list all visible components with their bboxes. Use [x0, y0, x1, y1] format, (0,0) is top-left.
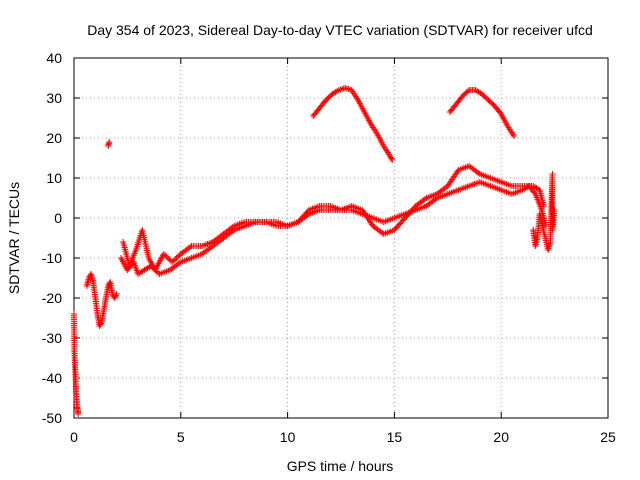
data-point — [174, 253, 181, 260]
series-arc-1 — [310, 85, 396, 163]
y-tick-label: -50 — [42, 410, 62, 426]
data-point — [511, 133, 518, 139]
data-point — [173, 255, 180, 261]
data-point — [113, 291, 120, 297]
data-point — [388, 155, 395, 162]
y-tick-label: 0 — [54, 210, 62, 226]
data-point — [551, 207, 558, 213]
y-axis-label: SDTVAR / TECUs — [6, 182, 22, 294]
data-point — [98, 320, 105, 327]
chart-title: Day 354 of 2023, Sidereal Day-to-day VTE… — [87, 22, 593, 38]
data-point — [531, 189, 538, 196]
y-tick-label: -20 — [42, 290, 62, 306]
x-tick-label: 25 — [600, 429, 616, 445]
x-axis-label: GPS time / hours — [287, 458, 394, 474]
data-point — [113, 292, 120, 299]
series-start-descent — [71, 311, 82, 417]
data-point — [111, 295, 118, 301]
x-tick-label: 5 — [177, 429, 185, 445]
data-point — [389, 157, 396, 163]
series-arc-2 — [446, 87, 518, 139]
data-point — [387, 154, 394, 161]
x-tick-label: 0 — [70, 429, 78, 445]
series-outlier — [105, 139, 113, 149]
y-tick-label: -40 — [42, 370, 62, 386]
data-point — [97, 321, 104, 328]
data-point — [387, 153, 394, 159]
data-point — [163, 253, 170, 260]
data-point — [170, 257, 177, 264]
data-point — [162, 252, 169, 259]
data-point — [540, 203, 547, 209]
data-point — [75, 411, 82, 417]
grid — [74, 58, 608, 418]
y-tick-label: 10 — [46, 170, 62, 186]
y-tick-label: 40 — [46, 50, 62, 66]
y-tick-label: 20 — [46, 130, 62, 146]
data-marks — [71, 85, 558, 417]
data-point — [172, 256, 179, 263]
data-point — [160, 251, 167, 257]
plot-frame — [73, 57, 609, 419]
y-tick-label: -10 — [42, 250, 62, 266]
ticks: 0 5 10 15 20 25 -50 -40 -30 -20 -10 0 10 20 30 40 — [42, 50, 616, 445]
data-point — [106, 139, 113, 145]
x-tick-label: 10 — [280, 429, 296, 445]
data-point — [164, 255, 171, 261]
series-end-spikes — [530, 171, 558, 253]
y-tick-label: 30 — [46, 90, 62, 106]
series-early-dip — [83, 271, 120, 329]
series-main-track-b — [120, 163, 547, 273]
series-main-track-a — [117, 179, 550, 277]
y-tick-label: -30 — [42, 330, 62, 346]
data-point — [112, 293, 119, 300]
data-point — [497, 109, 504, 116]
data-point — [464, 88, 471, 95]
x-tick-label: 15 — [387, 429, 403, 445]
data-point — [166, 256, 173, 263]
x-tick-label: 20 — [493, 429, 509, 445]
data-point — [96, 323, 103, 329]
data-point — [169, 259, 176, 265]
